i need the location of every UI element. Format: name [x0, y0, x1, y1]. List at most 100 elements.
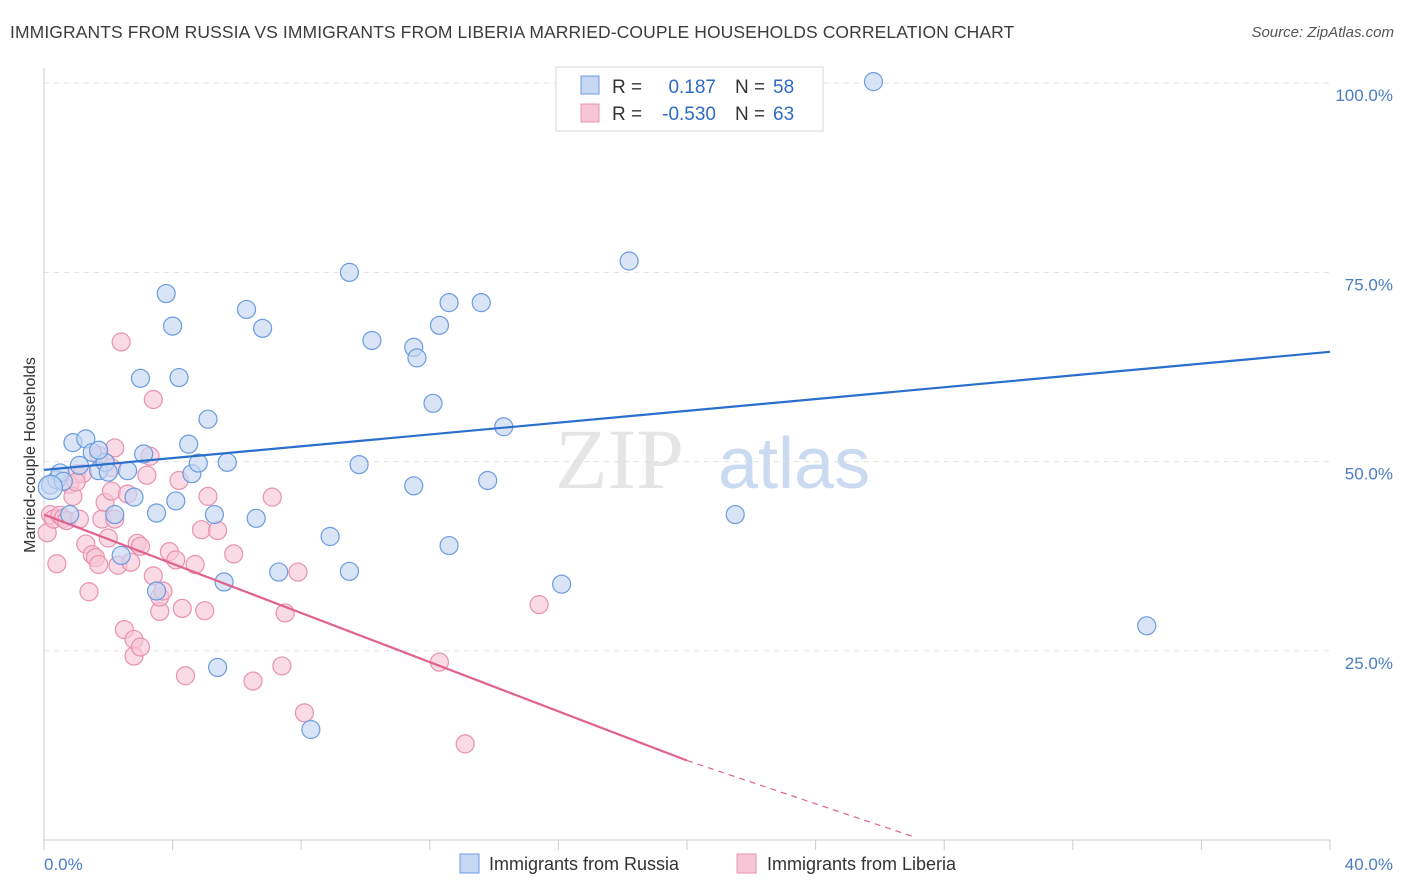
legend-liberia-r-value: -0.530	[662, 104, 716, 125]
russia-point-13	[124, 487, 144, 507]
russia-point-56	[89, 440, 109, 460]
russia-points	[37, 72, 1157, 740]
russia-point-38	[349, 454, 369, 475]
legend-liberia-r-label: R =	[612, 104, 642, 125]
russia-point-27	[208, 657, 228, 678]
liberia-trendline	[43, 513, 688, 762]
russia-point-34	[301, 719, 321, 740]
russia-point-20	[166, 491, 186, 511]
y-axis-label: Married-couple Households	[22, 357, 39, 553]
watermark-atlas: atlas	[718, 424, 870, 504]
legend-russia-r-value: 0.187	[668, 77, 716, 98]
russia-point-29	[217, 452, 237, 472]
y-tick-label-50: 50.0%	[1345, 465, 1393, 484]
russia-point-32	[253, 318, 273, 338]
liberia-point-25	[111, 332, 131, 352]
russia-point-11	[105, 504, 125, 525]
legend-russia-n-value: 58	[773, 77, 794, 98]
russia-point-43	[423, 393, 443, 413]
russia-point-50	[552, 574, 572, 594]
liberia-point-48	[195, 601, 215, 621]
legend-box	[555, 66, 824, 132]
liberia-point-59	[455, 734, 475, 754]
legend-liberia-n-label: N =	[735, 104, 765, 125]
liberia-point-56	[288, 562, 308, 582]
russia-point-15	[134, 444, 154, 464]
liberia-point-33	[130, 536, 151, 556]
russia-point-30	[236, 299, 257, 320]
liberia-point-44	[172, 598, 192, 619]
liberia-point-53	[262, 487, 282, 507]
russia-point-12	[111, 545, 131, 566]
liberia-point-60	[529, 595, 549, 615]
russia-point-26	[204, 504, 224, 525]
gridlines	[44, 82, 1330, 652]
legend-swatch-liberia	[580, 103, 600, 123]
axes	[43, 68, 1331, 850]
russia-point-37	[339, 262, 360, 282]
x-tick-label-max: 40.0%	[1345, 855, 1393, 874]
russia-point-52	[725, 504, 745, 525]
liberia-point-57	[294, 703, 315, 723]
russia-point-42	[404, 476, 424, 496]
y-tick-label-25: 25.0%	[1345, 654, 1393, 673]
series-legend-liberia: Immigrants from Liberia	[767, 854, 957, 874]
legend-liberia-n-value: 63	[773, 104, 794, 125]
liberia-point-54	[272, 656, 292, 676]
watermark-zip: ZIP	[555, 411, 684, 507]
russia-point-33	[269, 562, 289, 582]
russia-point-19	[163, 316, 183, 336]
russia-point-17	[146, 503, 167, 523]
russia-point-large	[37, 474, 64, 500]
liberia-point-45	[175, 666, 196, 686]
series-legend: Immigrants from Russia Immigrants from L…	[459, 853, 957, 874]
correlation-legend: R = 0.187 N = 58 R = -0.530 N = 63	[555, 66, 824, 132]
x-tick-label-min: 0.0%	[44, 855, 83, 874]
series-legend-swatch-liberia	[736, 853, 757, 874]
chart-title: IMMIGRANTS FROM RUSSIA VS IMMIGRANTS FRO…	[10, 22, 1015, 42]
liberia-point-47	[191, 520, 212, 540]
liberia-point-50	[208, 520, 228, 541]
liberia-point-51	[224, 544, 244, 564]
russia-point-48	[478, 470, 498, 491]
russia-point-21	[169, 367, 189, 388]
russia-point-46	[439, 535, 459, 556]
russia-point-10	[98, 462, 118, 482]
liberia-point-17	[89, 554, 109, 575]
russia-point-44	[429, 315, 450, 335]
russia-point-51	[619, 251, 639, 271]
russia-trendline	[43, 350, 1331, 471]
liberia-point-52	[243, 671, 263, 691]
russia-point-39	[362, 330, 382, 351]
russia-point-22	[179, 434, 199, 454]
russia-point-36	[339, 561, 360, 581]
liberia-point-36	[143, 389, 163, 410]
russia-point-41	[407, 348, 427, 368]
y-tick-label-75: 75.0%	[1345, 275, 1393, 294]
liberia-point-34	[137, 465, 157, 485]
russia-point-16	[146, 581, 167, 601]
liberia-point-42	[166, 550, 186, 570]
liberia-trendline-extension	[686, 759, 913, 837]
liberia-point-49	[198, 486, 218, 506]
y-tick-labels: 25.0% 50.0% 75.0% 100.0%	[1335, 86, 1393, 673]
russia-point-45	[439, 293, 459, 313]
russia-point-28	[214, 572, 234, 592]
liberia-points	[37, 332, 549, 754]
russia-point-25	[198, 409, 218, 429]
chart-source: Source: ZipAtlas.com	[1251, 24, 1394, 41]
liberia-point-3	[47, 554, 67, 574]
russia-point-57	[117, 461, 138, 481]
series-legend-swatch-russia	[459, 853, 480, 874]
liberia-point-21	[101, 481, 122, 501]
russia-point-31	[246, 508, 266, 528]
y-tick-label-100: 100.0%	[1335, 86, 1393, 105]
russia-point-18	[156, 283, 176, 304]
russia-point-47	[471, 293, 491, 313]
russia-point-53	[863, 72, 884, 92]
liberia-point-13	[79, 582, 99, 602]
russia-point-35	[320, 526, 340, 547]
russia-point-54	[1137, 616, 1157, 636]
russia-point-24	[188, 453, 208, 473]
